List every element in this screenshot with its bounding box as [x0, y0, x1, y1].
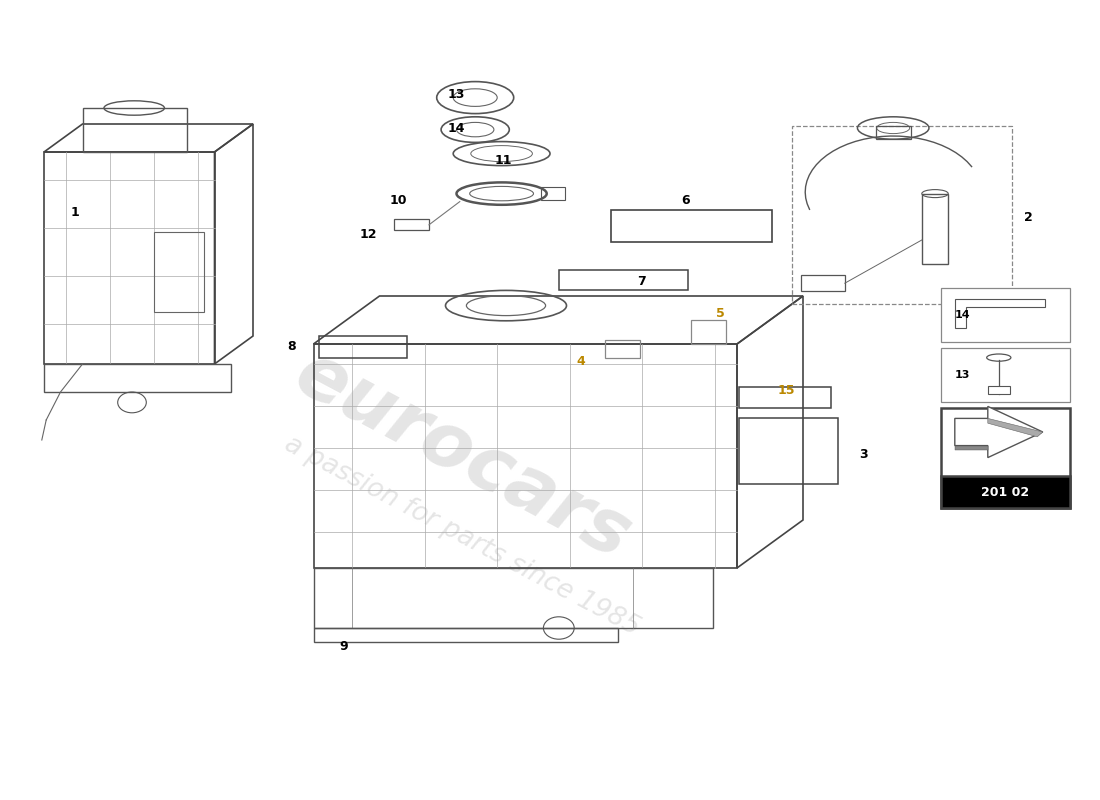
Text: 3: 3 [859, 448, 868, 461]
Text: 1: 1 [70, 206, 79, 218]
Polygon shape [955, 446, 988, 450]
Text: 15: 15 [778, 384, 795, 397]
Text: 201 02: 201 02 [981, 486, 1030, 498]
Bar [940, 288, 1070, 342]
Text: 11: 11 [495, 154, 513, 166]
Text: 8: 8 [287, 340, 296, 353]
Text: 10: 10 [389, 194, 407, 206]
Text: a passion for parts since 1985: a passion for parts since 1985 [280, 431, 644, 641]
Text: 14: 14 [955, 310, 970, 320]
Text: 4: 4 [576, 355, 585, 368]
Bar [988, 386, 1010, 394]
Bar [940, 476, 1070, 508]
Bar [940, 348, 1070, 402]
Text: 7: 7 [637, 275, 646, 288]
Polygon shape [955, 406, 1043, 458]
Text: 13: 13 [955, 370, 970, 380]
Text: 2: 2 [1024, 211, 1033, 224]
Text: 12: 12 [360, 228, 377, 241]
Polygon shape [988, 418, 1043, 437]
Text: 13: 13 [448, 88, 465, 101]
Text: eurocars: eurocars [282, 337, 642, 575]
Text: 5: 5 [716, 307, 725, 320]
Text: 6: 6 [681, 194, 690, 206]
Bar [940, 408, 1070, 508]
Bar [792, 126, 1012, 304]
Text: 9: 9 [339, 640, 348, 653]
Text: 14: 14 [448, 122, 465, 134]
